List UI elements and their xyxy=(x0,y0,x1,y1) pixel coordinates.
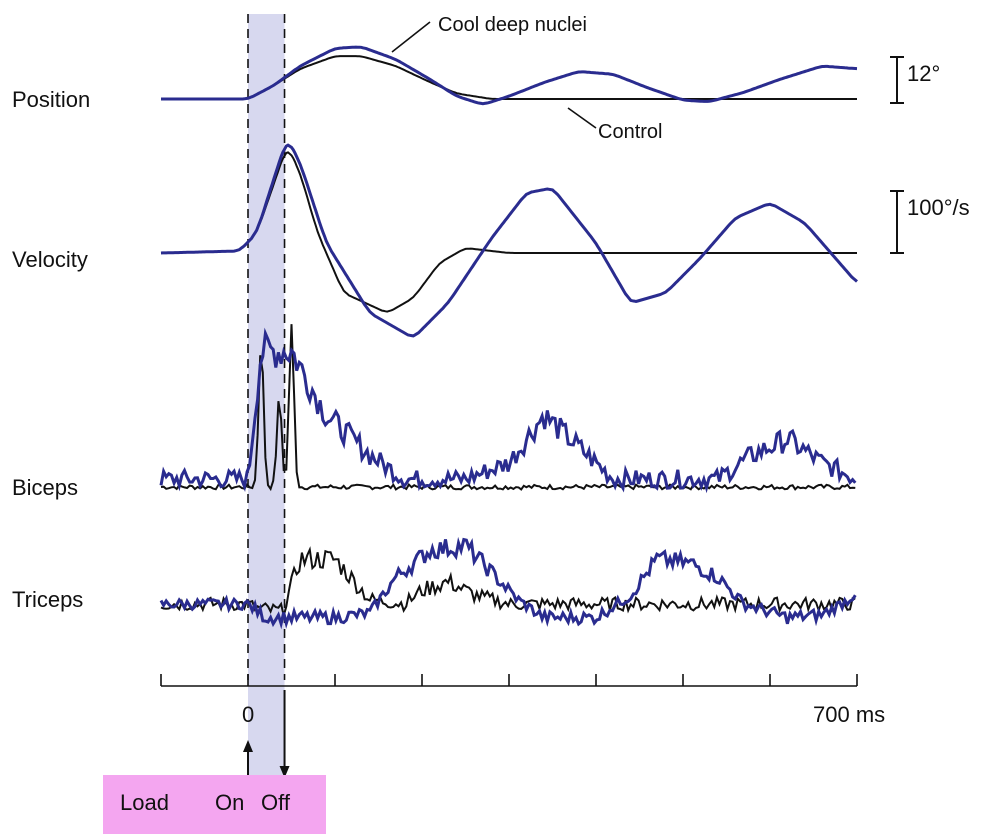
control-trace-triceps xyxy=(160,546,856,616)
cooled-trace-position xyxy=(161,45,858,106)
control-series-label: Control xyxy=(598,121,662,143)
control-trace-velocity xyxy=(160,151,857,313)
off-label: Off xyxy=(261,790,290,815)
load-on-arrowhead xyxy=(243,740,253,752)
load-shaded-interval xyxy=(248,14,285,778)
cooled-trace-triceps xyxy=(159,536,857,630)
load-label: Load xyxy=(120,790,169,815)
position-scale-label: 12° xyxy=(907,61,940,86)
cooled-trace-velocity xyxy=(160,143,858,338)
velocity-scale-label: 100°/s xyxy=(907,195,970,220)
cooled-trace-biceps xyxy=(159,327,857,494)
cooled-leader-line xyxy=(391,21,431,53)
load-off-arrowhead xyxy=(279,766,290,778)
panel-label-position: Position xyxy=(12,87,90,112)
control-leader-line xyxy=(567,107,597,129)
load-onoff-badge: Load On Off xyxy=(103,775,326,834)
tick-label-0: 0 xyxy=(242,702,254,727)
control-trace-biceps xyxy=(160,324,856,492)
panel-label-biceps: Biceps xyxy=(12,475,78,500)
on-label: On xyxy=(215,790,245,815)
cooled-series-label: Cool deep nuclei xyxy=(438,14,587,36)
panel-label-velocity: Velocity xyxy=(12,247,88,272)
tick-label-700: 700 ms xyxy=(813,702,885,727)
panel-label-triceps: Triceps xyxy=(12,587,83,612)
